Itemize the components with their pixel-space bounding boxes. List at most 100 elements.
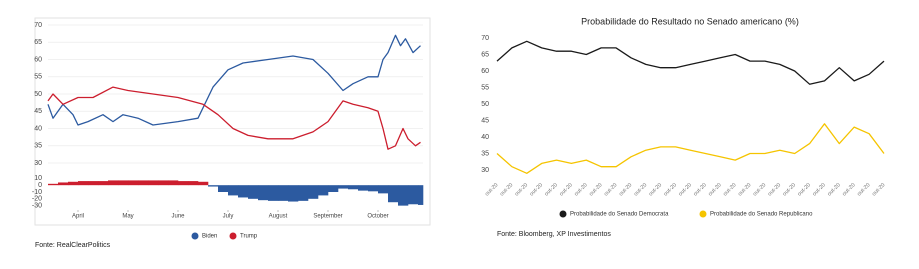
legend-label: Probabilidade do Senado Democrata: [570, 212, 669, 218]
spread-bar: [418, 185, 424, 205]
series-line: [496, 40, 885, 85]
x-tick-label: out-20: [573, 182, 588, 197]
series-line: [47, 86, 421, 150]
spread-bar: [398, 185, 409, 206]
y-tick-label: 55: [34, 74, 42, 81]
x-tick-label: out-20: [752, 182, 767, 197]
legend-swatch: [191, 232, 199, 240]
x-tick-label: out-20: [678, 182, 693, 197]
spread-bar: [388, 185, 399, 203]
spread-bar: [168, 180, 179, 186]
spread-bar: [148, 180, 159, 186]
x-tick-label: out-20: [499, 182, 514, 197]
spread-bar: [108, 180, 119, 186]
y-tick-label: 40: [481, 134, 489, 141]
x-tick-label: out-20: [514, 182, 529, 197]
spread-bar: [218, 185, 229, 192]
y-tick-label: 35: [481, 150, 489, 157]
y-tick-label: -20: [32, 196, 42, 203]
x-tick-label: out-20: [633, 182, 648, 197]
x-tick-label: out-20: [782, 182, 797, 197]
y-tick-label: -10: [32, 189, 42, 196]
spread-bar: [348, 185, 359, 190]
x-tick-label: out-20: [827, 182, 842, 197]
spread-bar: [58, 182, 69, 186]
x-tick-label: out-20: [707, 182, 722, 197]
y-tick-label: 30: [481, 167, 489, 174]
spread-bar: [308, 185, 319, 199]
y-tick-label: 50: [481, 101, 489, 108]
spread-bar: [208, 185, 219, 187]
y-tick-label: 45: [481, 117, 489, 124]
legend-swatch: [229, 232, 237, 240]
y-tick-label: 45: [34, 108, 42, 115]
x-tick-label: out-20: [737, 182, 752, 197]
y-tick-label: 0: [38, 182, 42, 189]
y-tick-label: 70: [34, 22, 42, 29]
x-tick-label: May: [122, 214, 133, 220]
x-tick-label: out-20: [871, 182, 886, 197]
x-tick-label: out-20: [767, 182, 782, 197]
x-tick-label: April: [72, 214, 84, 220]
x-tick-label: out-20: [648, 182, 663, 197]
x-tick-label: out-20: [856, 182, 871, 197]
y-tick-label: 30: [34, 160, 42, 167]
spread-bar: [318, 185, 329, 196]
legend-swatch: [559, 210, 567, 218]
spread-bar: [158, 180, 169, 186]
y-tick-label: 50: [34, 91, 42, 98]
spread-bar: [368, 185, 379, 192]
chart-title: Probabilidade do Resultado no Senado ame…: [581, 16, 799, 26]
x-tick-label: out-20: [588, 182, 603, 197]
spread-bar: [188, 181, 199, 186]
spread-bar: [138, 180, 149, 186]
y-tick-label: 60: [34, 56, 42, 63]
spread-bar: [378, 185, 389, 194]
spread-bar: [78, 181, 89, 186]
spread-bar: [338, 185, 349, 189]
spread-bar: [328, 185, 339, 192]
y-tick-label: 10: [34, 175, 42, 182]
spread-bar: [288, 185, 299, 202]
x-tick-label: out-20: [603, 182, 618, 197]
x-tick-label: out-20: [722, 182, 737, 197]
y-tick-label: 65: [481, 51, 489, 58]
x-tick-label: August: [269, 214, 288, 220]
x-tick-label: October: [367, 214, 388, 220]
source-left: Fonte: RealClearPolitics: [35, 242, 111, 249]
y-tick-label: 55: [481, 84, 489, 91]
spread-bar: [98, 181, 109, 186]
spread-bar: [198, 181, 209, 186]
y-tick-label: -30: [32, 202, 42, 209]
legend-label: Trump: [240, 234, 258, 240]
x-tick-label: out-20: [663, 182, 678, 197]
x-tick-label: out-20: [559, 182, 574, 197]
spread-bar: [88, 181, 99, 186]
spread-bar: [48, 183, 59, 186]
left-frame: [34, 17, 431, 226]
y-tick-label: 35: [34, 143, 42, 150]
spread-bar: [278, 185, 289, 201]
y-tick-label: 60: [481, 68, 489, 75]
y-tick-label: 70: [481, 35, 489, 42]
x-tick-label: out-20: [797, 182, 812, 197]
spread-bar: [118, 180, 129, 186]
x-tick-label: out-20: [529, 182, 544, 197]
x-tick-label: September: [313, 214, 342, 220]
legend-label: Probabilidade do Senado Republicano: [710, 212, 813, 218]
legend-label: Biden: [202, 234, 217, 240]
source-right: Fonte: Bloomberg, XP Investimentos: [497, 231, 611, 238]
spread-bar: [248, 185, 259, 199]
spread-bar: [238, 185, 249, 198]
x-tick-label: out-20: [693, 182, 708, 197]
x-tick-label: out-20: [618, 182, 633, 197]
x-tick-label: out-20: [812, 182, 827, 197]
x-tick-label: July: [223, 214, 234, 220]
y-tick-label: 40: [34, 125, 42, 132]
spread-bar: [268, 185, 279, 201]
series-line: [47, 34, 421, 126]
x-tick-label: out-20: [544, 182, 559, 197]
spread-bar: [228, 185, 239, 196]
x-tick-label: June: [171, 214, 185, 220]
